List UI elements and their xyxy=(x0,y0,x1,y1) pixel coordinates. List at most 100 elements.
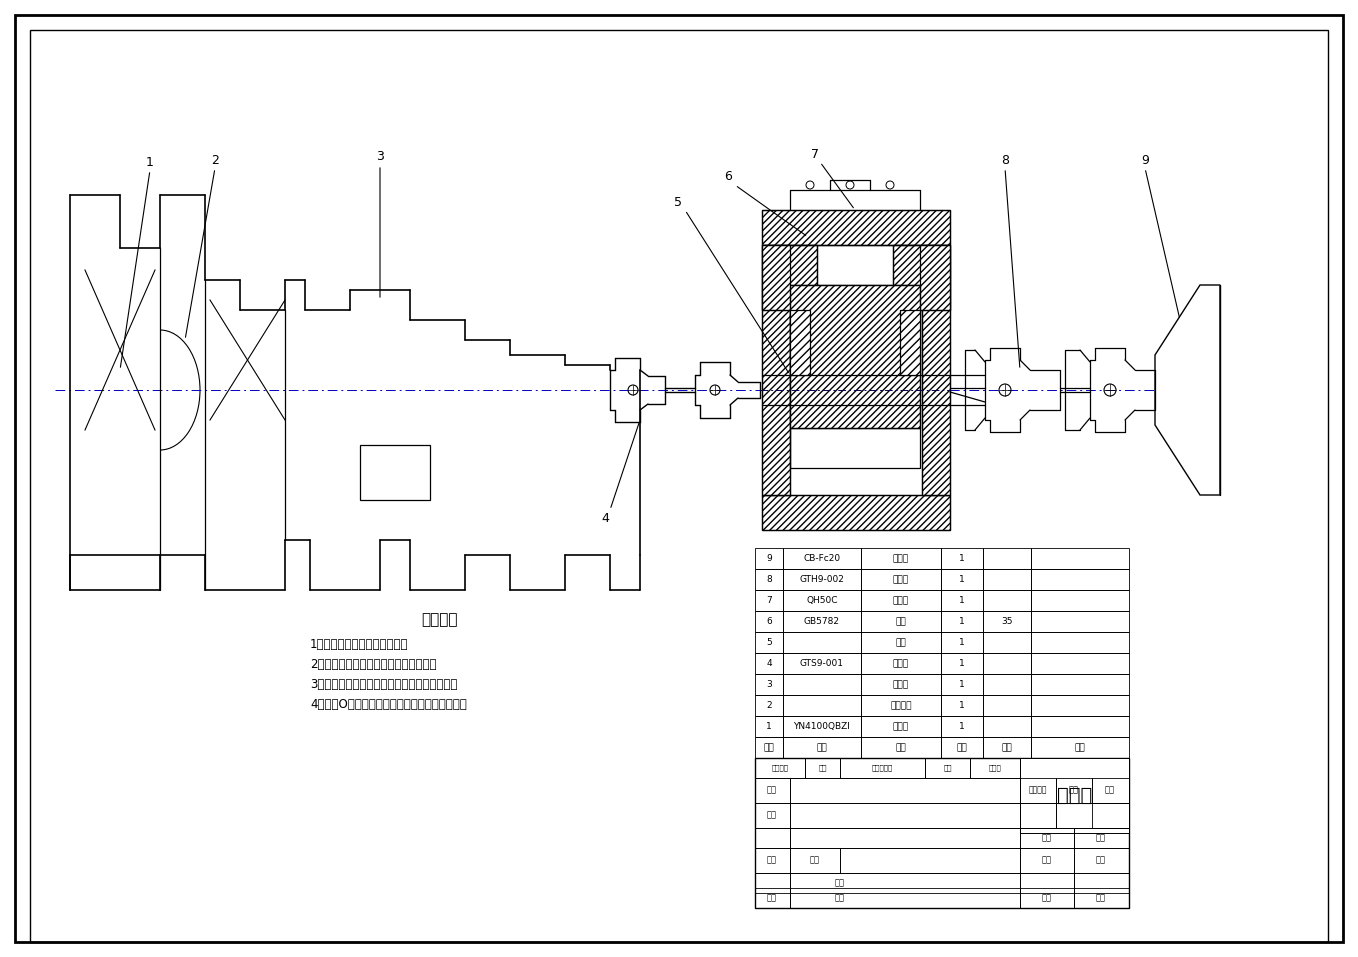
Bar xyxy=(1057,778,1092,803)
Text: 8: 8 xyxy=(766,575,771,584)
Text: 1: 1 xyxy=(959,554,966,563)
Text: 轴承: 轴承 xyxy=(896,638,906,647)
Bar xyxy=(784,548,861,569)
Bar xyxy=(790,428,919,468)
Bar xyxy=(790,285,919,428)
Bar xyxy=(1074,888,1128,908)
Bar xyxy=(861,632,941,653)
Text: 1: 1 xyxy=(959,701,966,710)
Bar xyxy=(1020,848,1074,873)
Bar xyxy=(755,873,790,893)
Bar xyxy=(784,716,861,737)
Bar xyxy=(941,674,983,695)
Text: 1: 1 xyxy=(766,722,771,731)
Bar xyxy=(762,245,790,495)
Bar xyxy=(762,495,951,530)
Bar xyxy=(790,778,1020,803)
Bar xyxy=(922,245,951,495)
Bar xyxy=(983,653,1031,674)
Text: 变速器: 变速器 xyxy=(894,680,909,689)
Bar xyxy=(755,548,784,569)
Bar xyxy=(755,632,784,653)
Text: GB5782: GB5782 xyxy=(804,617,841,626)
Bar xyxy=(861,590,941,611)
Bar xyxy=(1020,888,1074,908)
Bar xyxy=(360,445,430,500)
Bar xyxy=(1031,632,1128,653)
Bar xyxy=(762,210,951,245)
Text: 材料: 材料 xyxy=(1002,743,1012,752)
Bar xyxy=(790,245,919,285)
Bar xyxy=(861,569,941,590)
Bar xyxy=(941,632,983,653)
Bar xyxy=(1031,716,1128,737)
Bar xyxy=(861,674,941,695)
Bar xyxy=(1031,695,1128,716)
Bar xyxy=(755,737,784,758)
Text: 7: 7 xyxy=(811,147,819,161)
Text: 1: 1 xyxy=(959,575,966,584)
Text: 液压泵: 液压泵 xyxy=(894,554,909,563)
Text: 7: 7 xyxy=(766,596,771,605)
Text: 螺栓: 螺栓 xyxy=(896,617,906,626)
Text: 联轴器: 联轴器 xyxy=(894,659,909,668)
Text: 3: 3 xyxy=(766,680,771,689)
Bar xyxy=(790,803,1020,828)
Bar xyxy=(1020,803,1057,828)
Bar xyxy=(784,737,861,758)
Bar xyxy=(762,245,818,310)
Text: 取力器: 取力器 xyxy=(894,596,909,605)
Text: 第张: 第张 xyxy=(1096,834,1105,842)
Bar xyxy=(861,611,941,632)
Text: 1: 1 xyxy=(147,155,153,168)
Bar xyxy=(1092,778,1128,803)
Bar xyxy=(841,758,925,778)
Bar xyxy=(1020,828,1074,848)
Text: 1: 1 xyxy=(959,596,966,605)
Bar xyxy=(784,632,861,653)
Bar xyxy=(983,716,1031,737)
Text: 工艺: 工艺 xyxy=(767,894,777,902)
Text: 2、装配完成后注入润滑油，表面图漆；: 2、装配完成后注入润滑油，表面图漆； xyxy=(310,658,436,672)
Bar xyxy=(1031,548,1128,569)
Text: 4: 4 xyxy=(766,659,771,668)
Bar xyxy=(755,848,790,873)
Bar xyxy=(894,245,951,310)
Bar xyxy=(790,848,841,873)
Bar xyxy=(861,653,941,674)
Text: 备注: 备注 xyxy=(1074,743,1085,752)
Bar xyxy=(983,674,1031,695)
Bar xyxy=(784,569,861,590)
Text: 重量: 重量 xyxy=(1069,786,1080,794)
Text: CB-Fc20: CB-Fc20 xyxy=(804,554,841,563)
Bar xyxy=(784,590,861,611)
Bar xyxy=(925,758,970,778)
Text: 阶段标记: 阶段标记 xyxy=(1029,786,1047,794)
Bar xyxy=(755,758,1128,908)
Text: 比例: 比例 xyxy=(1105,786,1115,794)
Text: QH50C: QH50C xyxy=(807,596,838,605)
Text: 1: 1 xyxy=(959,638,966,647)
Bar xyxy=(755,758,805,778)
Bar xyxy=(1031,590,1128,611)
Text: 分区: 分区 xyxy=(819,765,827,771)
Text: 审核: 审核 xyxy=(767,811,777,819)
Text: 代号: 代号 xyxy=(816,743,827,752)
Text: YN4100QBZI: YN4100QBZI xyxy=(793,722,850,731)
Text: 标记处数: 标记处数 xyxy=(771,765,789,771)
Text: 4、采用O型圈和骨架式油封双保险的密封设计。: 4、采用O型圈和骨架式油封双保险的密封设计。 xyxy=(310,699,467,711)
Text: 设计: 设计 xyxy=(767,786,777,794)
Bar xyxy=(941,611,983,632)
Bar xyxy=(983,695,1031,716)
Text: GTS9-001: GTS9-001 xyxy=(800,659,845,668)
Bar xyxy=(762,210,951,245)
Bar xyxy=(861,695,941,716)
Text: 技术要求: 技术要求 xyxy=(422,612,458,628)
Bar xyxy=(1031,653,1128,674)
Bar xyxy=(784,674,861,695)
Bar xyxy=(1031,674,1128,695)
Bar xyxy=(1020,873,1074,893)
Text: GTH9-002: GTH9-002 xyxy=(800,575,845,584)
Bar xyxy=(784,695,861,716)
Text: 数量: 数量 xyxy=(956,743,967,752)
